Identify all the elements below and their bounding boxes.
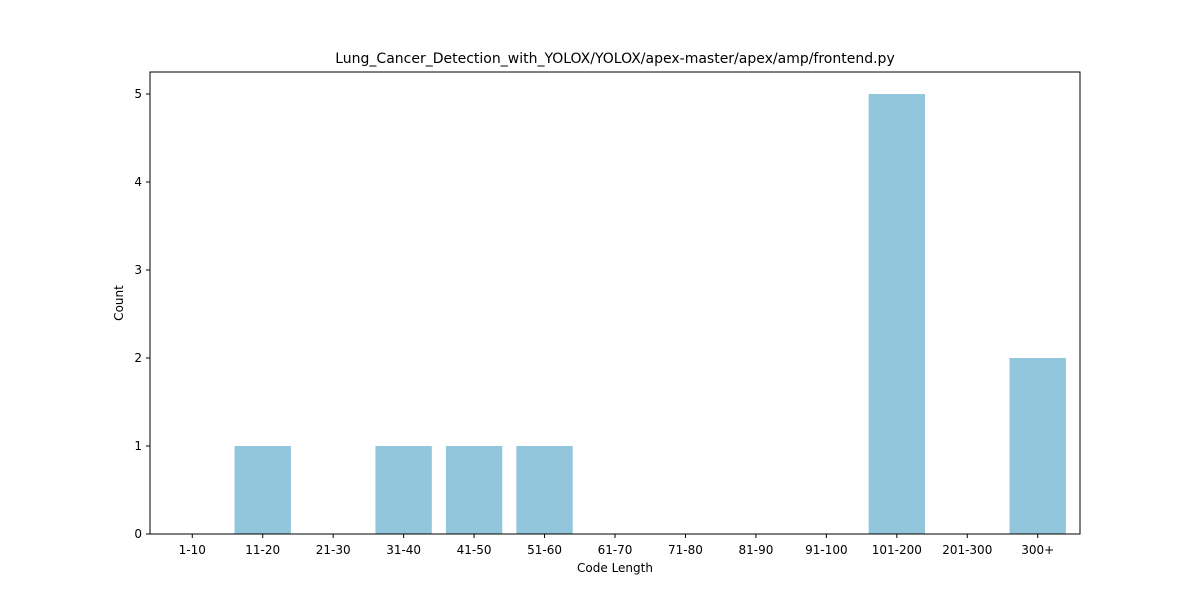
y-tick-label: 4 <box>134 175 142 189</box>
x-tick-label: 61-70 <box>598 543 633 557</box>
x-tick-label: 81-90 <box>738 543 773 557</box>
chart-title: Lung_Cancer_Detection_with_YOLOX/YOLOX/a… <box>335 51 894 67</box>
x-tick-label: 51-60 <box>527 543 562 557</box>
x-tick-label: 71-80 <box>668 543 703 557</box>
bars-group <box>234 94 1066 534</box>
bar-11-20 <box>234 446 291 534</box>
x-tick-label: 300+ <box>1021 543 1054 557</box>
bar-101-200 <box>868 94 925 534</box>
x-axis-ticks: 1-10 11-20 21-30 31-40 41-50 51-60 61-70 71-80 8… <box>179 534 1054 557</box>
y-tick-label: 5 <box>134 87 142 101</box>
x-tick-label: 201-300 <box>942 543 992 557</box>
y-tick-label: 0 <box>134 527 142 541</box>
y-tick-label: 2 <box>134 351 142 365</box>
bar-51-60 <box>516 446 573 534</box>
bar-41-50 <box>445 446 503 534</box>
y-tick-label: 1 <box>134 439 142 453</box>
y-axis-ticks: 0 1 2 3 4 5 <box>134 87 150 541</box>
x-tick-label: 11-20 <box>245 543 280 557</box>
y-tick-label: 3 <box>134 263 142 277</box>
bar-31-40 <box>375 446 432 534</box>
x-tick-label: 91-100 <box>805 543 848 557</box>
x-tick-label: 1-10 <box>179 543 206 557</box>
x-tick-label: 101-200 <box>872 543 922 557</box>
bar-300+ <box>1009 358 1066 534</box>
x-tick-label: 21-30 <box>316 543 351 557</box>
x-axis-label: Code Length <box>577 561 653 575</box>
plot-frame <box>149 71 1081 535</box>
x-tick-label: 41-50 <box>457 543 492 557</box>
y-axis-label: Count <box>112 285 126 321</box>
x-tick-label: 31-40 <box>386 543 421 557</box>
